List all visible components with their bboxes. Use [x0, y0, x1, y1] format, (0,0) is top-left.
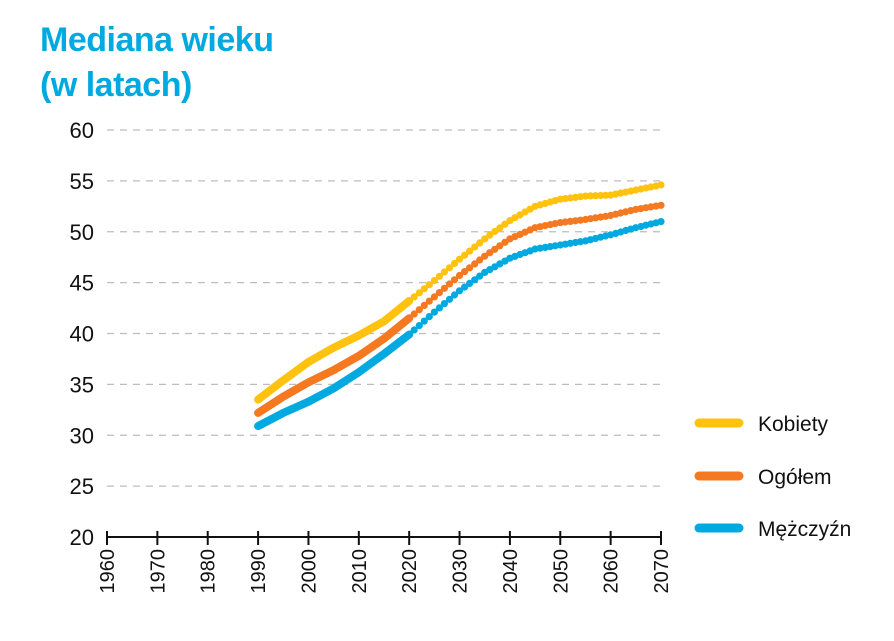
x-tick-label: 1960: [97, 549, 119, 594]
x-tick-label: 1990: [248, 549, 270, 594]
projection-dot: [430, 308, 438, 316]
legend-label: Mężczyźn: [758, 518, 851, 541]
x-tick-label: 2000: [298, 549, 320, 594]
projection-dot: [410, 293, 418, 301]
projection-dot: [471, 243, 479, 251]
x-tick-label: 2060: [601, 549, 623, 594]
y-tick-label: 30: [70, 423, 94, 448]
projection-dot: [425, 297, 433, 305]
y-tick-label: 50: [70, 220, 94, 245]
legend-label: Kobiety: [758, 413, 829, 436]
projection-dot: [471, 276, 479, 284]
y-tick-label: 60: [70, 118, 94, 143]
projection-dot: [425, 313, 433, 321]
projection-dot: [491, 227, 499, 236]
series-0: [254, 181, 665, 404]
x-axis: 1960 1970 1980 1990 2000 2010 2020 2030 2040 2050…: [97, 531, 673, 594]
y-tick-label: 35: [70, 372, 94, 397]
projection-dot: [435, 289, 443, 297]
projection-dot: [481, 252, 489, 260]
projection-dot: [450, 291, 459, 299]
grid-lines: [107, 129, 661, 487]
projection-dot: [415, 306, 423, 314]
projection-dot: [496, 242, 504, 250]
projection-dot: [415, 322, 423, 330]
projection-dot: [455, 287, 464, 295]
projection-dot: [461, 251, 469, 259]
projection-dot: [430, 293, 438, 301]
projection-dot: [461, 283, 469, 291]
projection-dot: [471, 260, 479, 268]
chart-title-line2: (w latach): [40, 66, 192, 104]
projection-dot: [430, 277, 438, 285]
x-tick-label: 2050: [550, 549, 572, 594]
projection-dot: [440, 300, 448, 308]
projection-dot: [481, 235, 489, 243]
projection-dot: [445, 264, 454, 272]
projection-dot: [476, 239, 484, 247]
x-tick-label: 2070: [651, 549, 673, 594]
y-tick-label: 55: [70, 169, 94, 194]
projection-dot: [450, 259, 459, 268]
y-tick-label: 20: [70, 525, 94, 550]
projection-dot: [486, 231, 494, 239]
legend: Kobiety Ogółem Mężczyźn: [694, 413, 851, 541]
projection-dot: [466, 264, 474, 272]
projection-dot: [410, 310, 418, 318]
projection-dot: [440, 284, 448, 292]
projection-dot: [657, 218, 665, 226]
projection-dot: [420, 317, 428, 325]
projection-dot: [657, 201, 665, 209]
projection-dot: [425, 281, 433, 289]
projection-dot: [591, 192, 600, 200]
series-line-observed: [254, 314, 414, 417]
series-line-observed: [254, 296, 414, 404]
projection-dot: [440, 268, 448, 276]
projection-dot: [410, 326, 418, 334]
projection-dot: [415, 289, 423, 297]
projection-dot: [476, 272, 484, 280]
projection-dot: [455, 255, 464, 263]
projection-dot: [450, 276, 459, 284]
x-tick-label: 2040: [500, 549, 522, 594]
projection-dot: [466, 279, 474, 287]
series-1: [254, 201, 665, 417]
x-tick-label: 1970: [147, 549, 169, 594]
projection-dot: [445, 280, 454, 288]
series-line-observed: [254, 330, 414, 431]
projection-dot: [445, 295, 454, 303]
legend-label: Ogółem: [758, 466, 832, 489]
projection-dot: [466, 247, 474, 255]
projection-dot: [420, 301, 428, 309]
y-tick-label: 40: [70, 322, 94, 347]
projection-dot: [455, 271, 464, 280]
x-tick-label: 2020: [399, 549, 421, 594]
x-tick-label: 2030: [450, 549, 472, 594]
projection-dot: [420, 285, 428, 293]
projection-dot: [476, 256, 484, 264]
projection-dot: [461, 268, 469, 276]
chart-title: Mediana wieku (w latach): [40, 18, 274, 108]
y-tick-label: 25: [70, 474, 94, 499]
x-tick-label: 2010: [349, 549, 371, 594]
series-2: [254, 218, 665, 431]
projection-dot: [501, 220, 509, 228]
projection-dot: [435, 304, 443, 312]
projection-dot: [657, 181, 665, 189]
series-lines: [254, 181, 665, 431]
x-tick-label: 1980: [198, 549, 220, 594]
y-axis-ticks: 20 25 30 35 40 45 50 55 60: [70, 118, 94, 550]
projection-dot: [491, 245, 499, 253]
projection-dot: [496, 224, 504, 232]
projection-dot: [435, 272, 443, 280]
chart-title-line1: Mediana wieku: [40, 21, 274, 59]
y-tick-label: 45: [70, 271, 94, 296]
